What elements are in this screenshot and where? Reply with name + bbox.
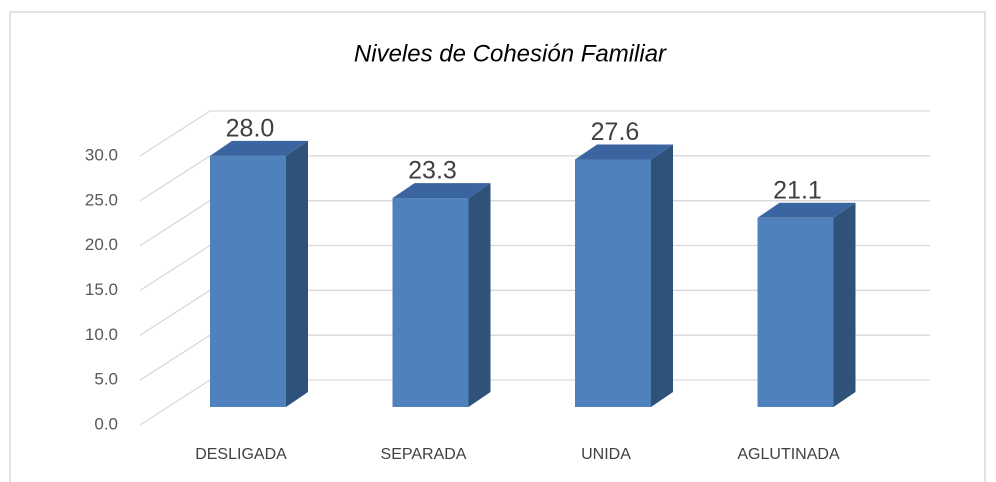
bar	[210, 155, 286, 407]
value-label: 28.0	[226, 115, 275, 143]
bar	[392, 198, 469, 407]
value-label: 23.3	[408, 157, 457, 185]
bar	[757, 217, 834, 407]
bar-top	[210, 140, 308, 156]
bar-top	[392, 183, 491, 199]
x-tick-label: UNIDA	[581, 446, 631, 463]
y-tick-label: 10.0	[85, 325, 118, 344]
value-label: 27.6	[591, 118, 640, 146]
y-tick-label: 15.0	[85, 280, 118, 299]
bar-side	[468, 183, 491, 407]
grid-line	[139, 155, 930, 202]
value-label: 21.1	[773, 176, 822, 204]
x-tick-label: SEPARADA	[381, 446, 467, 463]
bar-side	[651, 144, 673, 407]
bar-top	[575, 144, 673, 160]
grid-line	[139, 110, 930, 157]
bar-side	[286, 140, 308, 407]
y-tick-label: 25.0	[85, 190, 118, 209]
y-tick-label: 30.0	[85, 145, 118, 164]
y-tick-label: 5.0	[94, 370, 118, 389]
bar	[575, 159, 651, 407]
y-tick-label: 20.0	[85, 235, 118, 254]
chart-title: Niveles de Cohesión Familiar	[354, 40, 667, 67]
chart-frame	[9, 11, 986, 482]
y-tick-label: 0.0	[94, 414, 118, 433]
x-tick-label: AGLUTINADA	[737, 446, 840, 463]
bar-side	[833, 202, 856, 407]
x-tick-label: DESLIGADA	[195, 446, 287, 463]
bar-top	[757, 202, 856, 218]
